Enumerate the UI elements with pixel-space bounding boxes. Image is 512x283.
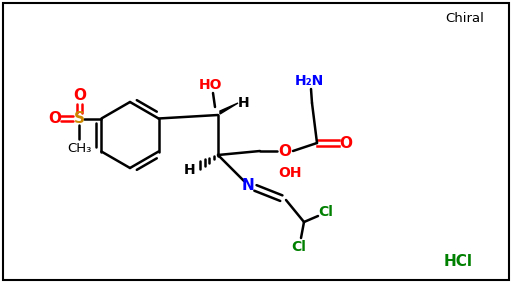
Text: S: S: [74, 111, 85, 126]
Text: Chiral: Chiral: [445, 12, 484, 25]
Text: H: H: [184, 163, 196, 177]
Text: OH: OH: [278, 166, 302, 180]
Text: H₂N: H₂N: [294, 74, 324, 88]
Text: N: N: [242, 177, 254, 192]
Text: Cl: Cl: [291, 240, 307, 254]
Text: O: O: [73, 88, 86, 103]
Text: HO: HO: [198, 78, 222, 92]
Text: H: H: [238, 96, 250, 110]
Text: Cl: Cl: [318, 205, 333, 219]
Polygon shape: [220, 103, 238, 114]
Text: O: O: [48, 111, 61, 126]
Text: HCl: HCl: [443, 254, 473, 269]
Text: O: O: [339, 136, 352, 151]
Text: O: O: [279, 143, 291, 158]
Text: CH₃: CH₃: [67, 142, 92, 155]
